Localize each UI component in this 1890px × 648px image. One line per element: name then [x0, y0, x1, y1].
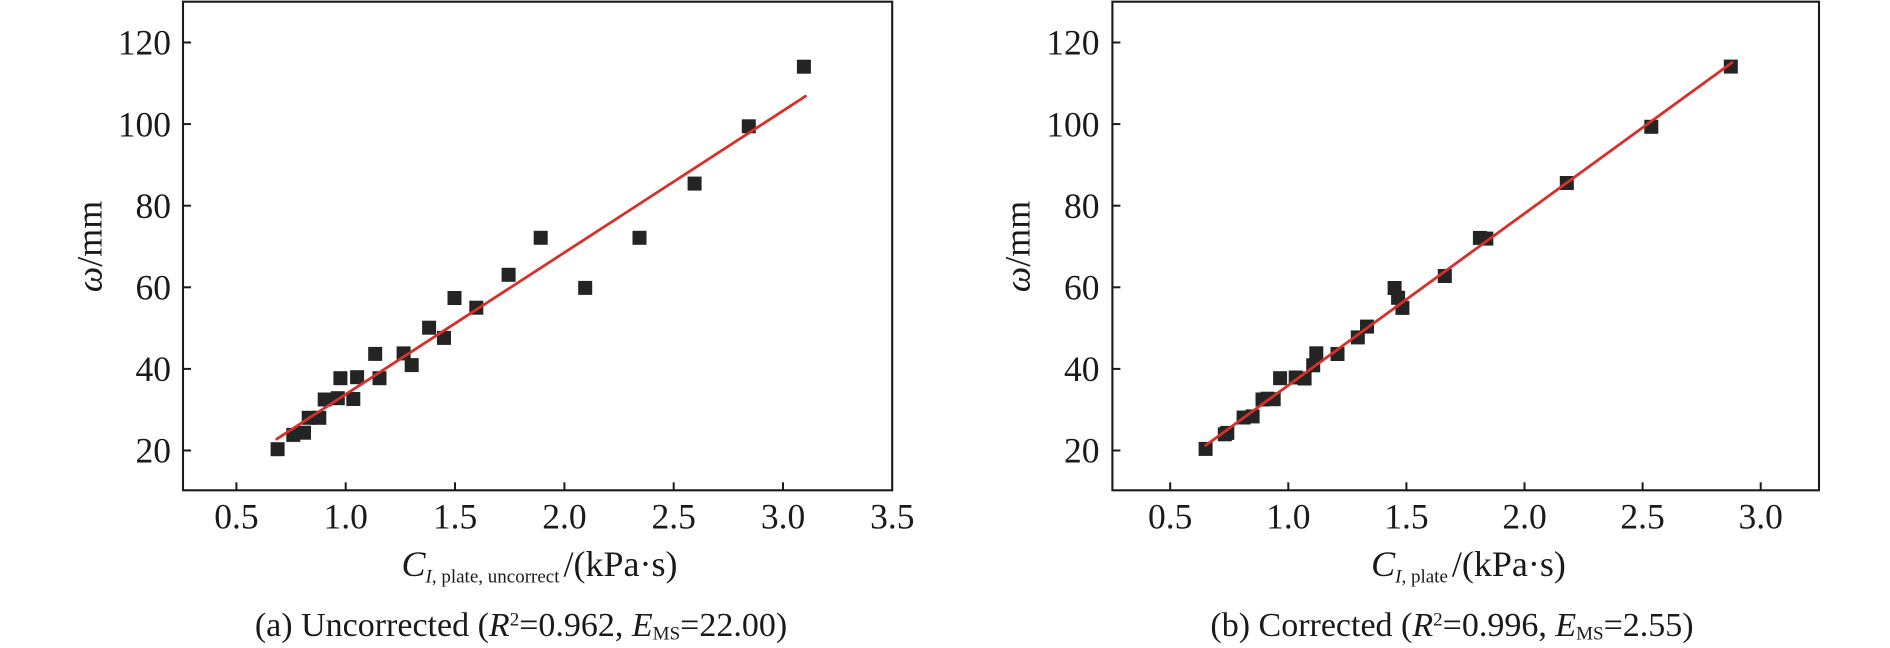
svg-text:1.0: 1.0	[324, 497, 368, 537]
svg-text:2.0: 2.0	[542, 497, 586, 537]
svg-text:ω/mm: ω/mm	[998, 201, 1038, 292]
svg-text:3.0: 3.0	[1739, 497, 1783, 537]
svg-text:60: 60	[136, 268, 172, 308]
svg-text:120: 120	[118, 23, 171, 63]
svg-text:(b) Corrected (R2=0.996, EMS=2: (b) Corrected (R2=0.996, EMS=2.55)	[1210, 607, 1693, 645]
svg-text:80: 80	[1064, 186, 1100, 226]
svg-text:100: 100	[1046, 104, 1099, 144]
svg-text:120: 120	[1046, 23, 1099, 63]
svg-text:2.5: 2.5	[652, 497, 696, 537]
svg-text:0.5: 0.5	[1148, 497, 1192, 537]
svg-text:3.5: 3.5	[870, 497, 914, 537]
svg-text:ω/mm: ω/mm	[70, 201, 110, 292]
svg-text:CI, plate/(kPa·s): CI, plate/(kPa·s)	[1371, 544, 1566, 588]
svg-text:1.5: 1.5	[1384, 497, 1428, 537]
svg-text:0.5: 0.5	[214, 497, 258, 537]
svg-text:1.5: 1.5	[433, 497, 477, 537]
svg-text:20: 20	[136, 431, 172, 471]
svg-text:40: 40	[1064, 349, 1100, 389]
svg-text:20: 20	[1064, 431, 1100, 471]
svg-text:80: 80	[136, 186, 172, 226]
svg-text:1.0: 1.0	[1266, 497, 1310, 537]
svg-text:2.0: 2.0	[1502, 497, 1546, 537]
svg-text:3.0: 3.0	[761, 497, 805, 537]
svg-text:CI, plate, uncorrect/(kPa·s): CI, plate, uncorrect/(kPa·s)	[402, 544, 678, 588]
svg-text:60: 60	[1064, 268, 1100, 308]
svg-text:(a) Uncorrected (R2=0.962, EMS: (a) Uncorrected (R2=0.962, EMS=22.00)	[255, 607, 787, 645]
svg-text:100: 100	[118, 104, 171, 144]
svg-text:2.5: 2.5	[1620, 497, 1664, 537]
svg-text:40: 40	[136, 349, 172, 389]
